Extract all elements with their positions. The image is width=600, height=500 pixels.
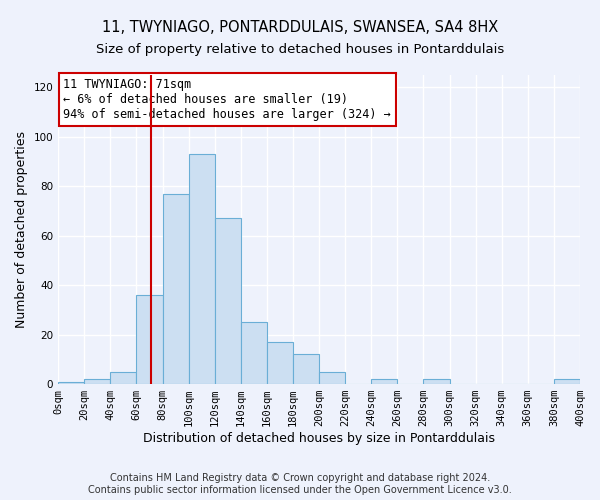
Bar <box>241 322 267 384</box>
Bar <box>163 194 188 384</box>
Text: 11, TWYNIAGO, PONTARDDULAIS, SWANSEA, SA4 8HX: 11, TWYNIAGO, PONTARDDULAIS, SWANSEA, SA… <box>102 20 498 35</box>
Bar <box>84 379 110 384</box>
Bar <box>215 218 241 384</box>
Bar <box>267 342 293 384</box>
Text: Contains HM Land Registry data © Crown copyright and database right 2024.
Contai: Contains HM Land Registry data © Crown c… <box>88 474 512 495</box>
Bar <box>136 295 163 384</box>
Bar <box>58 382 84 384</box>
Bar <box>293 354 319 384</box>
Bar <box>188 154 215 384</box>
X-axis label: Distribution of detached houses by size in Pontarddulais: Distribution of detached houses by size … <box>143 432 495 445</box>
Bar <box>424 379 449 384</box>
Bar <box>110 372 136 384</box>
Bar <box>371 379 397 384</box>
Bar <box>319 372 345 384</box>
Text: Size of property relative to detached houses in Pontarddulais: Size of property relative to detached ho… <box>96 42 504 56</box>
Y-axis label: Number of detached properties: Number of detached properties <box>15 131 28 328</box>
Bar <box>554 379 580 384</box>
Text: 11 TWYNIAGO: 71sqm
← 6% of detached houses are smaller (19)
94% of semi-detached: 11 TWYNIAGO: 71sqm ← 6% of detached hous… <box>64 78 391 121</box>
